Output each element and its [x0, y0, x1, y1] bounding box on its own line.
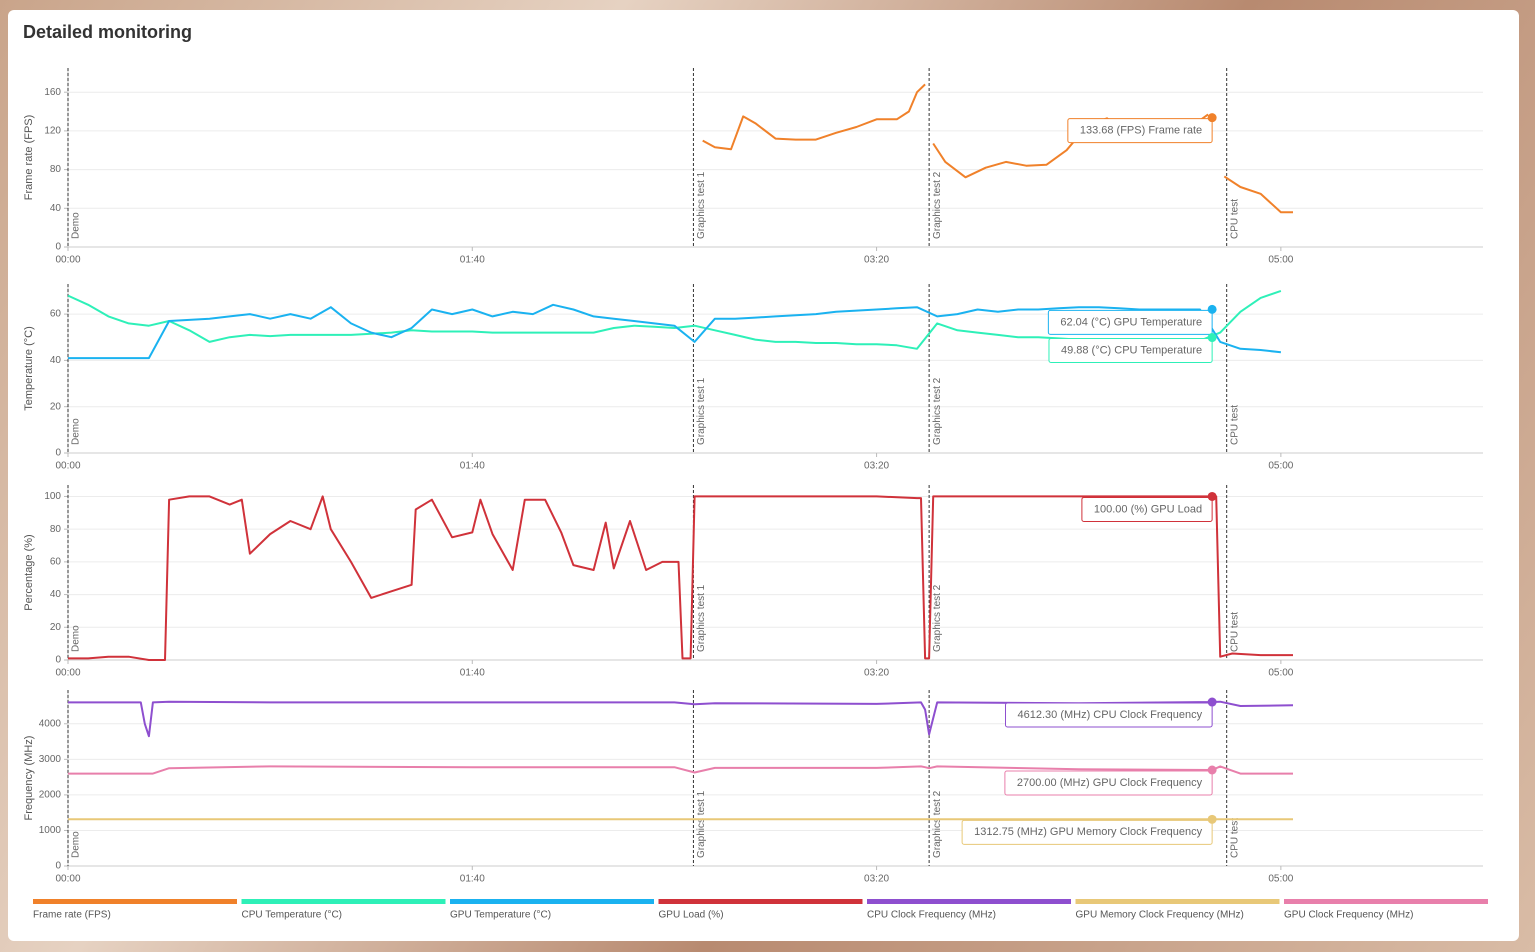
x-tick-label: 00:00	[55, 461, 80, 472]
tooltip-label: 4612.30 (MHz) CPU Clock Frequency	[1018, 709, 1203, 721]
x-tick-label: 01:40	[460, 255, 485, 266]
y-axis-label: Percentage (%)	[23, 534, 35, 610]
tooltip-box	[1005, 702, 1213, 728]
x-tick-label: 01:40	[460, 668, 485, 679]
x-tick-label: 00:00	[55, 668, 80, 679]
legend-label: Frame rate (FPS)	[33, 910, 111, 921]
y-tick-label: 40	[50, 203, 62, 214]
card	[8, 10, 1519, 941]
test-marker-label: CPU test	[1229, 405, 1240, 445]
y-tick-label: 1000	[39, 825, 62, 836]
x-tick-label: 00:00	[55, 874, 80, 885]
x-tick-label: 05:00	[1268, 874, 1293, 885]
x-tick-label: 05:00	[1268, 461, 1293, 472]
test-marker-label: Demo	[71, 212, 82, 239]
x-tick-label: 03:20	[864, 874, 889, 885]
test-marker-label: Graphics test 2	[932, 790, 943, 858]
test-marker-label: Graphics test 2	[932, 584, 943, 652]
test-marker-label: Graphics test 1	[696, 171, 707, 239]
legend-swatch	[33, 899, 237, 904]
tooltip-box	[1081, 496, 1213, 522]
tooltip-label: 62.04 (°C) GPU Temperature	[1060, 316, 1202, 328]
y-tick-label: 20	[50, 622, 62, 633]
legend-label: GPU Clock Frequency (MHz)	[1284, 910, 1413, 921]
y-tick-label: 100	[44, 491, 61, 502]
test-marker-label: Demo	[71, 625, 82, 652]
test-marker-label: Graphics test 2	[932, 171, 943, 239]
tooltip-box	[1004, 770, 1213, 796]
y-tick-label: 60	[50, 557, 62, 568]
legend-swatch	[867, 899, 1071, 904]
tooltip-label: 1312.75 (MHz) GPU Memory Clock Frequency	[974, 826, 1203, 838]
y-tick-label: 80	[50, 164, 62, 175]
tooltip-label: 2700.00 (MHz) GPU Clock Frequency	[1017, 777, 1203, 789]
y-tick-label: 40	[50, 355, 62, 366]
tooltip-box	[1047, 309, 1213, 335]
y-tick-label: 4000	[39, 718, 62, 729]
tooltip-label: 100.00 (%) GPU Load	[1094, 503, 1202, 515]
y-tick-label: 0	[55, 655, 61, 666]
y-axis-label: Frame rate (FPS)	[23, 115, 35, 201]
series-line	[68, 765, 1293, 775]
y-tick-label: 160	[44, 87, 61, 98]
x-tick-label: 05:00	[1268, 255, 1293, 266]
y-tick-label: 120	[44, 126, 61, 137]
test-marker-label: Graphics test 1	[696, 790, 707, 858]
legend-swatch	[1284, 899, 1488, 904]
y-axis-label: Temperature (°C)	[23, 326, 35, 410]
x-tick-label: 01:40	[460, 874, 485, 885]
series-line	[68, 495, 1293, 661]
test-marker-label: CPU test	[1229, 612, 1240, 652]
tooltip-label: 133.68 (FPS) Frame rate	[1080, 125, 1202, 137]
x-tick-label: 01:40	[460, 461, 485, 472]
test-marker-label: Graphics test 1	[696, 584, 707, 652]
tooltip-dot	[1207, 491, 1217, 501]
tooltip-box	[1048, 338, 1213, 364]
tooltip-box	[961, 819, 1213, 845]
series-line	[68, 303, 1282, 360]
x-tick-label: 03:20	[864, 461, 889, 472]
y-tick-label: 0	[55, 242, 61, 253]
test-marker-label: Demo	[71, 418, 82, 445]
legend-label: CPU Temperature (°C)	[242, 910, 343, 921]
y-tick-label: 60	[50, 309, 62, 320]
tooltip-dot	[1207, 304, 1217, 314]
test-marker-label: CPU test	[1229, 199, 1240, 239]
y-tick-label: 20	[50, 401, 62, 412]
y-tick-label: 0	[55, 448, 61, 459]
test-marker-label: Graphics test 2	[932, 377, 943, 445]
legend-swatch	[241, 899, 446, 904]
y-tick-label: 2000	[39, 790, 62, 801]
tooltip-dot	[1207, 697, 1217, 707]
tooltip-box	[1067, 118, 1213, 144]
legend-label: CPU Clock Frequency (MHz)	[867, 910, 996, 921]
x-tick-label: 05:00	[1268, 668, 1293, 679]
y-tick-label: 0	[55, 861, 61, 872]
y-tick-label: 80	[50, 524, 62, 535]
test-marker-label: Demo	[71, 831, 82, 858]
tooltip-label: 49.88 (°C) CPU Temperature	[1061, 344, 1202, 356]
tooltip-dot	[1207, 113, 1217, 123]
legend-label: GPU Temperature (°C)	[450, 910, 551, 921]
legend-swatch	[450, 899, 654, 904]
y-axis-label: Frequency (MHz)	[23, 736, 35, 821]
test-marker-label: CPU test	[1229, 818, 1240, 858]
test-marker-label: Graphics test 1	[696, 377, 707, 445]
legend-label: GPU Load (%)	[659, 910, 724, 921]
y-tick-label: 3000	[39, 754, 62, 765]
legend-label: GPU Memory Clock Frequency (MHz)	[1076, 910, 1244, 921]
x-tick-label: 00:00	[55, 255, 80, 266]
tooltip-dot	[1207, 333, 1217, 343]
tooltip-dot	[1207, 765, 1217, 775]
tooltip-dot	[1207, 814, 1217, 824]
legend-swatch	[1075, 899, 1280, 904]
x-tick-label: 03:20	[864, 668, 889, 679]
panel-title: Detailed monitoring	[23, 22, 192, 42]
y-tick-label: 40	[50, 589, 62, 600]
x-tick-label: 03:20	[864, 255, 889, 266]
legend-swatch	[658, 899, 863, 904]
